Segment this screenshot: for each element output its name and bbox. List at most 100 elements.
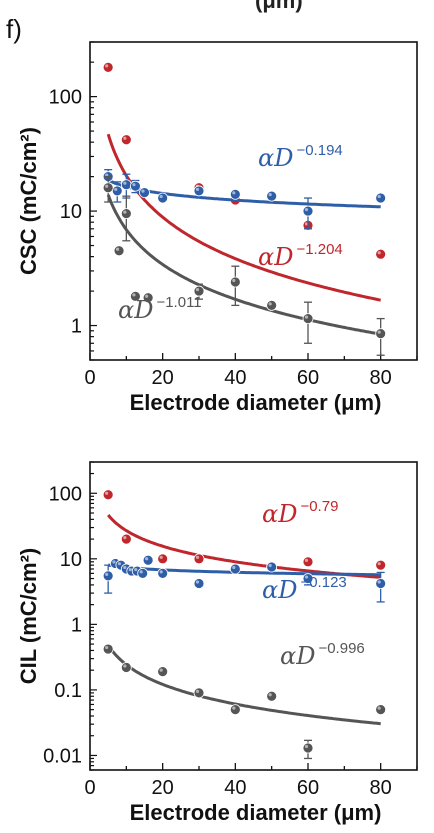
- data-point-highlight: [123, 181, 127, 185]
- data-point-blue: [157, 567, 169, 579]
- fit-equation-exponent: −0.79: [300, 498, 338, 515]
- panel-label: f): [6, 14, 22, 44]
- data-point-blue: [130, 180, 141, 192]
- data-point-highlight: [132, 183, 136, 187]
- data-point-highlight: [232, 565, 236, 570]
- data-point-blue: [102, 570, 114, 582]
- data-point-highlight: [195, 287, 200, 292]
- data-point-blue: [193, 578, 205, 589]
- data-point-highlight: [159, 668, 163, 672]
- data-point-blue: [137, 567, 149, 579]
- data-point-highlight: [123, 136, 127, 140]
- series-gray: αD −1.011: [102, 175, 387, 356]
- data-point-gray: [102, 643, 114, 655]
- fit-curve-gray: [106, 194, 382, 336]
- y-tick-label: 10: [60, 549, 82, 571]
- data-point-gray: [120, 662, 132, 673]
- fit-equation-blue: αD −0.194: [258, 142, 343, 172]
- data-point-highlight: [123, 565, 127, 570]
- data-point-highlight: [159, 570, 163, 574]
- data-point-gray: [266, 690, 278, 702]
- data-point-gray: [120, 208, 132, 220]
- x-tick-label: 20: [152, 777, 174, 799]
- data-point-blue: [111, 185, 123, 197]
- chart-panel-1: 0 20 40 60 80 1 10 100 Electrode diameter (μm) CS…: [16, 41, 418, 415]
- fit-equation-exponent: −1.204: [296, 241, 342, 258]
- data-point-highlight: [304, 315, 309, 319]
- y-axis-label: CSC (mC/cm²): [16, 127, 41, 275]
- series-red: αD −1.204: [102, 61, 387, 302]
- fit-equation-exponent: −0.123: [300, 574, 346, 591]
- fit-equation-base: αD: [258, 144, 293, 172]
- y-tick-label: 0.01: [43, 745, 82, 767]
- data-point-highlight: [195, 689, 200, 694]
- data-point-blue: [266, 561, 278, 573]
- y-tick-label: 1: [71, 316, 82, 338]
- data-point-red: [302, 556, 314, 568]
- data-point-gray: [102, 182, 114, 194]
- data-point-highlight: [105, 491, 109, 495]
- data-point-gray: [157, 666, 169, 678]
- data-point-blue: [302, 205, 314, 217]
- data-point-highlight: [132, 293, 136, 297]
- chart-panel-2: 0 20 40 60 80 0.01 0.1 1 10 100 Electrode diameter…: [16, 461, 418, 825]
- data-point-highlight: [105, 173, 109, 177]
- data-point-highlight: [123, 535, 127, 540]
- data-point-blue: [157, 192, 169, 204]
- data-point-highlight: [128, 567, 132, 572]
- data-point-red: [157, 553, 169, 565]
- x-tick-label: 0: [84, 367, 95, 389]
- data-point-gray: [375, 328, 387, 340]
- data-point-highlight: [377, 706, 381, 710]
- data-point-blue: [266, 190, 278, 202]
- data-point-blue: [375, 192, 387, 204]
- data-point-highlight: [195, 555, 200, 559]
- data-point-highlight: [145, 557, 149, 561]
- data-point-blue: [375, 578, 387, 589]
- data-point-highlight: [232, 191, 236, 195]
- data-point-highlight: [159, 194, 163, 199]
- data-point-highlight: [105, 645, 109, 650]
- data-point-highlight: [377, 251, 381, 255]
- plot-frame: [89, 41, 418, 361]
- data-point-red: [375, 559, 387, 571]
- data-point-highlight: [304, 207, 309, 212]
- fit-equation-red: αD −1.204: [258, 241, 343, 271]
- y-tick-label: 100: [49, 87, 82, 109]
- data-point-highlight: [377, 330, 381, 334]
- series-blue: αD −0.123: [102, 554, 387, 604]
- x-tick-label: 20: [152, 367, 174, 389]
- fit-equation-exponent: −1.011: [156, 294, 201, 311]
- data-point-highlight: [304, 744, 309, 749]
- data-point-gray: [113, 245, 125, 257]
- data-point-gray: [229, 276, 241, 288]
- data-point-highlight: [232, 278, 236, 283]
- fit-curve-blue: [107, 563, 381, 577]
- data-point-highlight: [117, 562, 121, 566]
- series-gray: αD −0.996: [102, 640, 387, 760]
- data-point-highlight: [195, 187, 200, 192]
- y-tick-label: 1: [71, 614, 82, 636]
- data-point-gray: [229, 704, 241, 716]
- data-point-highlight: [123, 210, 127, 214]
- fit-equation-exponent: −0.996: [318, 640, 364, 657]
- data-point-highlight: [123, 664, 127, 668]
- fit-equation-red: αD −0.79: [262, 498, 338, 528]
- x-tick-label: 0: [84, 777, 95, 799]
- data-point-red: [102, 489, 114, 501]
- data-point-blue: [229, 188, 241, 200]
- fit-curve-gray: [106, 644, 381, 726]
- x-tick-label: 80: [370, 367, 392, 389]
- data-point-red: [120, 134, 132, 146]
- data-point-blue: [229, 563, 241, 575]
- data-point-highlight: [115, 247, 120, 251]
- fit-curve-blue: [107, 178, 381, 209]
- data-point-highlight: [114, 187, 118, 192]
- series-blue: αD −0.194: [102, 142, 387, 230]
- x-tick-label: 60: [297, 367, 319, 389]
- data-point-blue: [142, 554, 154, 566]
- x-tick-label: 80: [370, 777, 392, 799]
- data-point-highlight: [268, 302, 272, 306]
- data-point-highlight: [268, 193, 272, 197]
